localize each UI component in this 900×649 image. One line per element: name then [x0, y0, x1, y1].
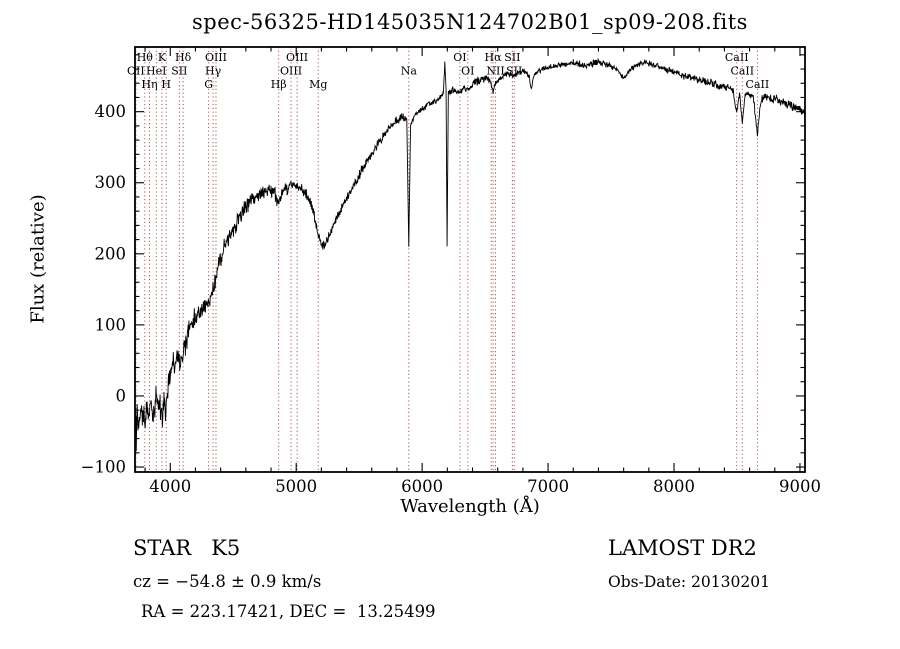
svg-text:Hγ: Hγ	[205, 65, 222, 78]
svg-text:9000: 9000	[779, 477, 821, 496]
svg-text:OIII: OIII	[286, 51, 308, 64]
svg-text:Hα: Hα	[485, 51, 503, 64]
svg-text:0: 0	[116, 386, 127, 405]
svg-text:SII: SII	[506, 65, 522, 78]
object-class-label: STAR K5	[133, 536, 241, 560]
svg-text:CaII: CaII	[725, 51, 749, 64]
obs-date: Obs-Date: 20130201	[608, 573, 770, 591]
y-axis-label: Flux (relative)	[27, 194, 49, 324]
svg-text:Hβ: Hβ	[271, 78, 287, 91]
svg-text:OI: OI	[453, 51, 466, 64]
svg-text:K: K	[158, 51, 167, 64]
svg-text:Hδ: Hδ	[175, 51, 192, 64]
svg-text:CaII: CaII	[730, 65, 754, 78]
svg-text:Hθ: Hθ	[137, 51, 154, 64]
svg-text:Mg: Mg	[309, 78, 327, 91]
tick-labels: 4000 5000 6000 7000 8000 9000 −100 0 100 200 300 40…	[81, 102, 821, 496]
svg-text:100: 100	[95, 315, 127, 334]
svg-text:8000: 8000	[653, 477, 695, 496]
plot-title: spec-56325-HD145035N124702B01_sp09-208.f…	[192, 10, 748, 34]
svg-text:SII: SII	[504, 51, 520, 64]
svg-text:Hη: Hη	[141, 78, 157, 91]
x-axis-label: Wavelength (Å)	[400, 496, 540, 517]
svg-text:400: 400	[95, 102, 127, 121]
svg-text:H: H	[161, 78, 171, 91]
svg-text:6000: 6000	[401, 477, 443, 496]
svg-text:5000: 5000	[275, 477, 317, 496]
survey-label: LAMOST DR2	[608, 536, 757, 560]
svg-text:300: 300	[95, 173, 127, 192]
spectrum-trace	[135, 57, 805, 452]
svg-text:CaII: CaII	[746, 78, 770, 91]
svg-text:4000: 4000	[149, 477, 191, 496]
svg-text:OIII: OIII	[280, 65, 302, 78]
svg-text:Na: Na	[401, 65, 418, 78]
cz-value: cz = −54.8 ± 0.9 km/s	[133, 572, 322, 591]
ra-dec: RA = 223.17421, DEC = 13.25499	[141, 602, 436, 621]
axes	[134, 46, 806, 473]
svg-text:OI: OI	[461, 65, 474, 78]
svg-text:−100: −100	[81, 458, 126, 477]
svg-text:7000: 7000	[527, 477, 569, 496]
svg-text:HeI: HeI	[146, 65, 166, 78]
svg-text:OII: OII	[127, 65, 145, 78]
svg-text:OIII: OIII	[205, 51, 227, 64]
svg-text:SII: SII	[171, 65, 187, 78]
svg-text:NII: NII	[486, 65, 504, 78]
svg-text:200: 200	[95, 244, 127, 263]
svg-text:G: G	[204, 78, 213, 91]
